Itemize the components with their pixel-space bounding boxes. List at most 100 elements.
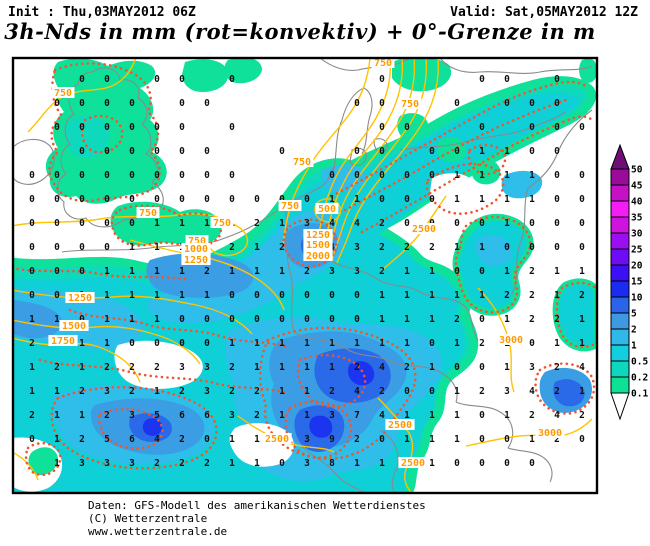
grid-number: 0 [104, 146, 110, 157]
grid-number: 1 [279, 410, 285, 421]
grid-number: 1 [279, 266, 285, 277]
grid-number: 0 [129, 338, 135, 349]
grid-number: 0 [454, 266, 460, 277]
grid-number: 0 [154, 194, 160, 205]
grid-number: 1 [454, 170, 460, 181]
grid-number: 0 [54, 290, 60, 301]
grid-number: 1 [254, 458, 260, 469]
contour-label-box [48, 335, 78, 346]
grid-number: 1 [479, 242, 485, 253]
grid-number: 1 [29, 386, 35, 397]
grid-number: 2 [254, 218, 260, 229]
grid-number: 2 [179, 458, 185, 469]
grid-number: 2 [379, 266, 385, 277]
grid-number: 0 [454, 362, 460, 373]
grid-number: 4 [379, 362, 385, 373]
grid-number: 0 [154, 170, 160, 181]
contour-label-box [398, 457, 428, 468]
grid-number: 0 [29, 170, 35, 181]
grid-number: 0 [229, 170, 235, 181]
grid-number: 1 [154, 242, 160, 253]
colorbar-tick-label: 10 [631, 293, 643, 304]
contour-label: 750 [213, 218, 231, 229]
grid-number: 4 [154, 434, 160, 445]
contour-label: 3000 [499, 335, 523, 346]
grid-number: 3 [304, 434, 310, 445]
grid-number: 3 [329, 266, 335, 277]
grid-number: 0 [304, 194, 310, 205]
grid-number: 0 [304, 290, 310, 301]
contour-label: 1000 [184, 244, 208, 255]
grid-number: 3 [354, 266, 360, 277]
grid-numbers-layer: 0 0 0 0 0 0 0 0 0 0 0 0 0 0 0 0 0 0 0 0 0 0 0 0 0 0 0 0 0 0 0 0 0 0 0 0 0 0 0 0… [29, 74, 585, 469]
grid-number: 0 [104, 122, 110, 133]
grid-number: 0 [129, 194, 135, 205]
grid-number: 1 [454, 410, 460, 421]
colorbar-segment [610, 344, 630, 362]
grid-number: 3 [229, 410, 235, 421]
contour-label: 750 [374, 58, 392, 69]
grid-number: 0 [204, 314, 210, 325]
map-frame [11, 56, 599, 495]
grid-number: 0 [279, 290, 285, 301]
grid-number: 0 [504, 458, 510, 469]
grid-number: 0 [179, 122, 185, 133]
contour-label: 1250 [68, 293, 92, 304]
contour-label-box [409, 223, 439, 234]
grid-number: 1 [379, 314, 385, 325]
grid-number: 0 [304, 314, 310, 325]
grid-number: 3 [129, 458, 135, 469]
colorbar-tick-label: 1 [631, 341, 637, 352]
grid-number: 0 [54, 242, 60, 253]
grid-number: 0 [479, 218, 485, 229]
grid-number: 1 [154, 218, 160, 229]
grid-number: 0 [79, 98, 85, 109]
grid-number: 1 [504, 314, 510, 325]
grid-number: 0 [504, 98, 510, 109]
grid-number: 1 [254, 338, 260, 349]
grid-number: 0 [479, 362, 485, 373]
grid-number: 2 [454, 314, 460, 325]
colorbar-segment [610, 360, 630, 378]
contour-label-box [136, 207, 160, 218]
contour-label-box [371, 58, 395, 68]
grid-number: 0 [529, 146, 535, 157]
grid-number: 2 [129, 362, 135, 373]
grid-number: 2 [179, 386, 185, 397]
grid-number: 0 [529, 458, 535, 469]
colorbar-tick-label: 0.2 [631, 373, 648, 384]
contour-label: 1250 [184, 255, 208, 266]
grid-number: 4 [379, 410, 385, 421]
grid-number: 0 [29, 434, 35, 445]
grid-number: 4 [354, 218, 360, 229]
grid-number: 0 [29, 242, 35, 253]
contour-label-box [398, 98, 422, 109]
grid-number: 1 [179, 266, 185, 277]
grid-number: 3 [104, 458, 110, 469]
contour-label-box [181, 243, 211, 254]
contour-label-box [496, 334, 526, 345]
grid-number: 1 [104, 266, 110, 277]
grid-number: 2 [529, 290, 535, 301]
grid-number: 2 [104, 410, 110, 421]
grid-number: 0 [479, 410, 485, 421]
colorbar-segment [610, 232, 630, 250]
grid-number: 2 [179, 434, 185, 445]
grid-number: 1 [279, 218, 285, 229]
grid-number: 3 [529, 362, 535, 373]
contour-label: 500 [318, 204, 336, 215]
grid-number: 0 [379, 170, 385, 181]
grid-number: 0 [154, 338, 160, 349]
grid-number: 2 [154, 362, 160, 373]
grid-number: 1 [404, 314, 410, 325]
grid-number: 0 [179, 194, 185, 205]
grid-number: 1 [529, 170, 535, 181]
grid-number: 0 [179, 170, 185, 181]
grid-number: 1 [254, 434, 260, 445]
grid-number: 5 [154, 410, 160, 421]
grid-number: 2 [554, 314, 560, 325]
grid-number: 1 [79, 410, 85, 421]
grid-number: 1 [354, 194, 360, 205]
grid-number: 0 [79, 146, 85, 157]
